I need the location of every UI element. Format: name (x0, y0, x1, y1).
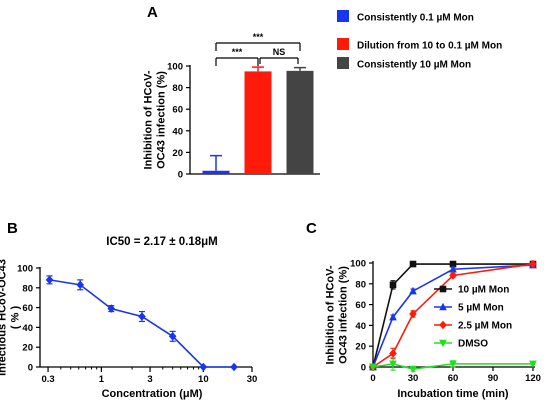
panel-label-a: A (147, 4, 158, 21)
legend-swatch (337, 57, 349, 69)
x-tick-label: 10 (198, 374, 209, 385)
panel-label-c: C (306, 220, 317, 237)
data-point (389, 312, 397, 321)
legend-entry: Dilution from 10 to 0.1 µM Mon (357, 41, 502, 52)
data-point (389, 360, 397, 369)
data-point (230, 362, 238, 372)
y-tick-label: 20 (355, 342, 366, 353)
y-axis-label: Inhibition of HCoV-OC43 infection (%) (325, 265, 350, 364)
x-tick-label: 90 (488, 373, 499, 384)
data-point (529, 259, 537, 269)
x-tick-label: 0.3 (41, 374, 54, 385)
x-tick-label: 0 (370, 373, 375, 384)
data-point (449, 260, 457, 268)
data-point (45, 275, 54, 285)
y-tick-label: 100 (17, 264, 33, 275)
data-point (107, 304, 116, 313)
data-point (409, 309, 417, 319)
data-point (449, 271, 457, 280)
y-tick-label: 80 (22, 283, 33, 294)
x-tick-label: 120 (525, 373, 541, 384)
legend-marker (439, 339, 447, 348)
legend-marker (439, 320, 447, 330)
data-point (389, 349, 397, 358)
legend-entry: 5 µM Mon (458, 303, 504, 314)
significance-label: *** (232, 47, 243, 57)
data-point (529, 360, 537, 369)
panel-c-line-chart: 0 20 40 60 80 100 0 30 60 90 120 Incubation time (m… (325, 259, 541, 401)
y-tick-label: 80 (172, 83, 183, 94)
y-tick-label: 60 (355, 300, 366, 311)
y-tick-label: 0 (178, 170, 183, 181)
data-point (76, 280, 85, 290)
x-axis-label: Concentration (μM) (102, 388, 203, 400)
y-axis-label: Inhibition of HCoV-OC43 infection (%) (143, 70, 168, 169)
y-tick-label: 0 (361, 363, 366, 374)
legend-swatch (337, 38, 349, 50)
significance-label: NS (273, 47, 286, 57)
panel-label-b: B (7, 220, 18, 237)
x-tick-label: 30 (408, 373, 419, 384)
bar (202, 170, 230, 174)
legend-marker (439, 285, 447, 293)
y-tick-label: 20 (172, 148, 183, 159)
data-point (389, 281, 397, 289)
legend-entry: Consistently 10 µM Mon (357, 60, 471, 71)
data-point (449, 360, 457, 369)
y-tick-label: 80 (355, 279, 366, 290)
legend-entry: DMSO (458, 339, 488, 350)
legend-entry: 2.5 µM Mon (458, 321, 512, 332)
data-point (449, 264, 457, 273)
y-tick-label: 100 (167, 62, 183, 73)
bar (286, 70, 314, 174)
y-axis-label: Infectious HCoV-OC43( % ) (0, 259, 22, 376)
data-point (369, 363, 377, 372)
legend-marker (439, 302, 447, 311)
significance-label: *** (253, 32, 264, 42)
chart-title: IC50 = 2.17 ± 0.18μM (106, 236, 217, 248)
data-point (138, 312, 146, 321)
y-tick-label: 60 (22, 303, 33, 314)
x-tick-label: 3 (147, 374, 152, 385)
data-point (409, 260, 417, 268)
y-tick-label: 40 (355, 321, 366, 332)
y-tick-label: 20 (22, 343, 33, 354)
y-tick-label: 0 (28, 363, 33, 374)
legend-entry: 10 µM Mon (458, 285, 509, 296)
y-tick-label: 40 (172, 126, 183, 137)
x-axis-label: Incubation time (min) (397, 388, 509, 400)
x-tick-label: 1 (99, 374, 105, 385)
x-tick-label: 60 (448, 373, 459, 384)
series-line (49, 279, 235, 368)
data-point (409, 365, 417, 374)
data-point (199, 362, 208, 372)
data-point (168, 332, 177, 341)
panel-b-line-chart: 0 20 40 60 80 100 0.3 1 3 10 30 Concentration (μM) I… (0, 236, 257, 400)
bar (244, 71, 272, 174)
data-point (409, 286, 417, 295)
legend-entry: Consistently 0.1 µM Mon (357, 13, 474, 24)
y-tick-label: 100 (350, 259, 366, 270)
x-tick-label: 30 (247, 374, 258, 385)
y-tick-label: 40 (22, 323, 33, 334)
y-tick-label: 60 (172, 105, 183, 116)
legend-swatch (337, 10, 349, 22)
